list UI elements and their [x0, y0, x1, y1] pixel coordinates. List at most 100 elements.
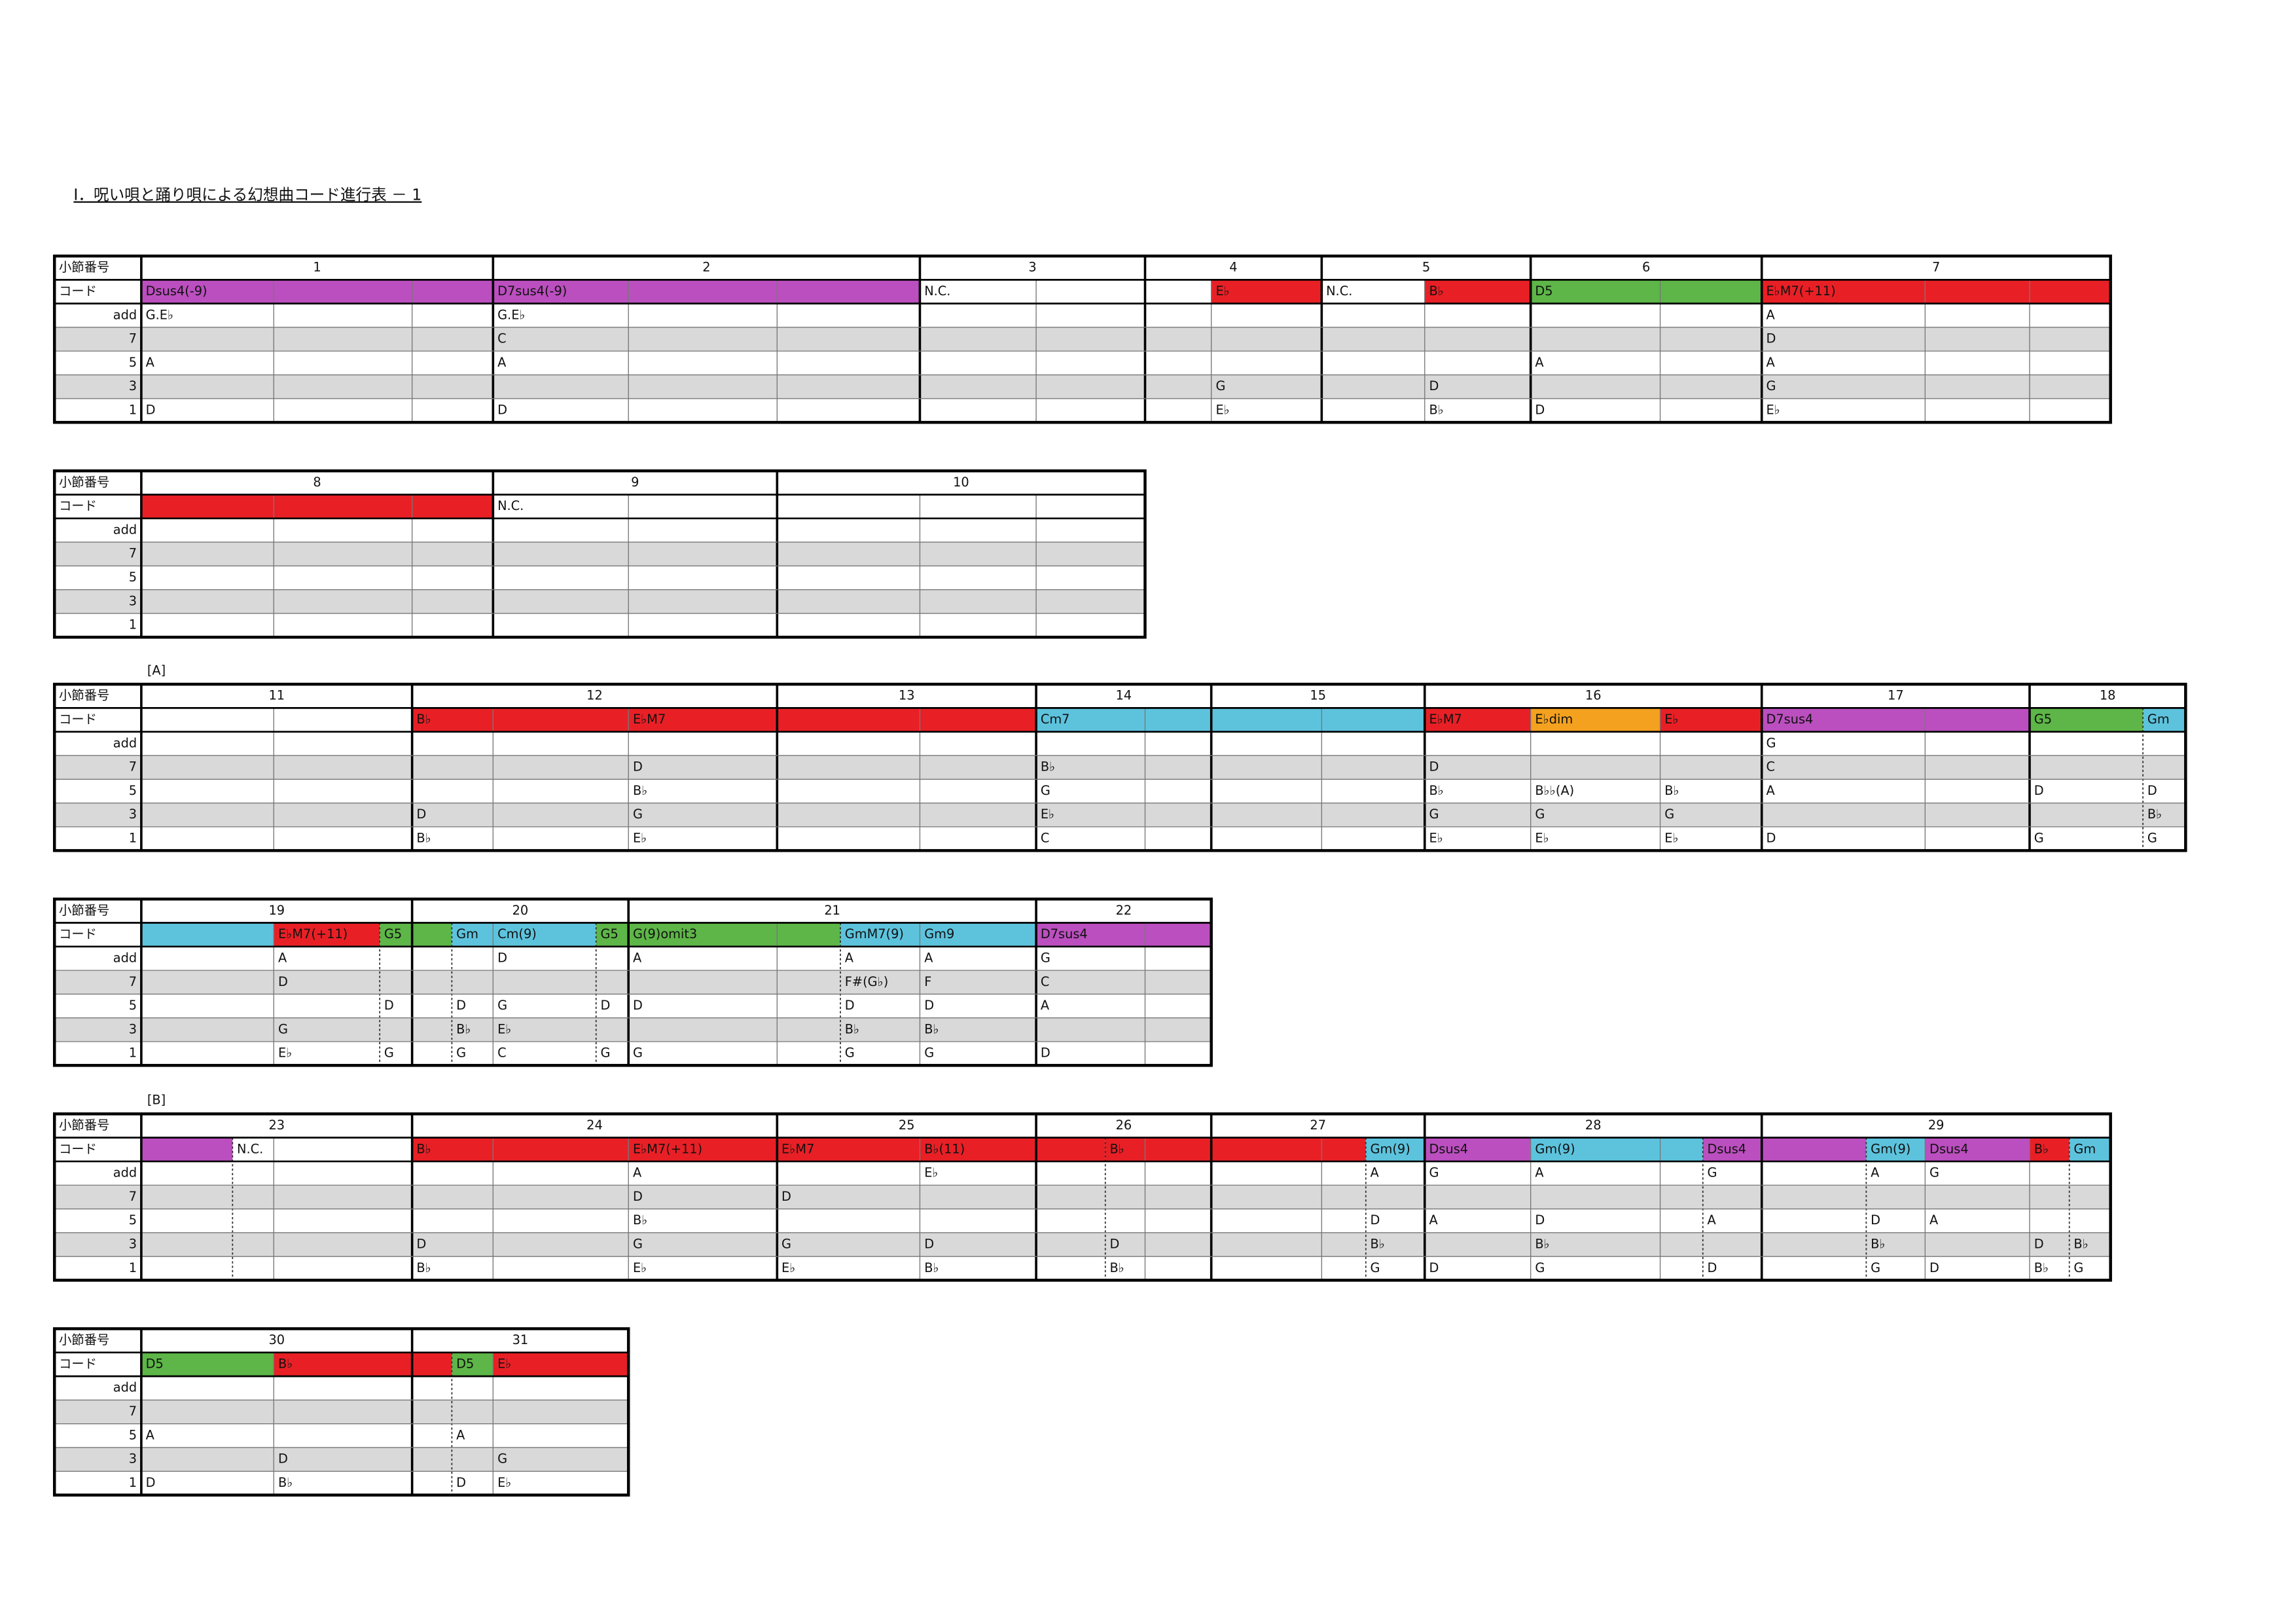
chord-name: Gm9 — [924, 926, 954, 941]
note: G — [924, 1046, 934, 1061]
note: D — [2034, 1237, 2044, 1252]
row-label: 1 — [129, 831, 137, 846]
row-bg — [54, 1161, 2111, 1186]
chord-name: E♭M7(+11) — [278, 926, 348, 941]
row-bg — [54, 256, 2111, 280]
chord-fill — [777, 922, 841, 947]
note: G — [384, 1046, 394, 1061]
note: A — [1766, 355, 1775, 370]
note: G — [1664, 807, 1674, 822]
row-label: 1 — [129, 1046, 137, 1061]
note: D — [633, 1189, 643, 1204]
note: A — [1371, 1165, 1380, 1180]
chord-name: Dsus4 — [1929, 1141, 1969, 1156]
measure-number: 20 — [512, 903, 529, 918]
note: G — [1429, 807, 1439, 822]
chord-fill — [274, 494, 412, 519]
note: D — [845, 998, 855, 1013]
note: C — [497, 1046, 507, 1061]
measure-number: 29 — [1928, 1118, 1945, 1133]
chord-fill — [1530, 708, 1660, 732]
chord-fill — [1321, 1137, 1366, 1161]
row-label: add — [113, 735, 137, 750]
measure-number: 1 — [313, 260, 321, 275]
chord-name: E♭M7 — [1429, 712, 1462, 727]
chord-fill — [2029, 1137, 2070, 1161]
note: B♭ — [2147, 807, 2162, 822]
note: B♭ — [1110, 1260, 1124, 1275]
measure-number: 12 — [586, 688, 603, 703]
measure-number: 30 — [268, 1332, 285, 1347]
note: E♭ — [278, 1046, 292, 1061]
chord-name: E♭ — [1664, 712, 1678, 727]
note: A — [1766, 783, 1775, 798]
row-label: 小節番号 — [59, 475, 109, 490]
row-bg — [54, 1256, 2111, 1281]
note: D — [1708, 1260, 1717, 1275]
chord-name: D7sus4 — [1766, 712, 1813, 727]
chord-fill — [840, 922, 920, 947]
chord-name: B♭ — [1429, 283, 1444, 299]
row-label: コード — [59, 712, 97, 727]
note: A — [146, 1427, 155, 1442]
note: D — [633, 759, 643, 775]
measure-number: 26 — [1116, 1118, 1132, 1133]
row-label: 7 — [129, 759, 137, 775]
note: G — [1215, 378, 1225, 393]
chord-fill — [1145, 922, 1211, 947]
chord-name: D7sus4(-9) — [497, 283, 567, 299]
chord-name: N.C. — [924, 283, 950, 299]
measure-number: 21 — [824, 903, 840, 918]
note: G — [497, 1451, 507, 1467]
row-bg — [54, 899, 1211, 923]
chord-fill — [596, 922, 629, 947]
note: A — [633, 1165, 642, 1180]
chord-name: D5 — [146, 1356, 164, 1371]
note: E♭ — [633, 831, 647, 846]
row-label: 3 — [129, 807, 137, 822]
chord-name: B♭ — [2034, 1141, 2049, 1156]
chord-fill — [452, 922, 493, 947]
row-bg — [54, 542, 1145, 566]
measure-number: 31 — [512, 1332, 529, 1347]
note: B♭ — [633, 783, 647, 798]
note: E♭ — [924, 1165, 938, 1180]
note: D — [456, 998, 466, 1013]
row-bg — [54, 1017, 1211, 1042]
measure-number: 22 — [1116, 903, 1132, 918]
chord-name: B♭ — [278, 1356, 293, 1371]
chord-fill — [1036, 708, 1145, 732]
note: G — [456, 1046, 466, 1061]
measure-number: 18 — [2100, 688, 2116, 703]
chord-fill — [274, 922, 380, 947]
note: C — [1766, 759, 1775, 775]
chord-fill — [1761, 1137, 1867, 1161]
chord-fill — [412, 1352, 452, 1377]
note: D — [1766, 331, 1776, 346]
row-label: 5 — [129, 783, 137, 798]
chord-fill — [493, 1352, 629, 1377]
chord-name: B♭ — [416, 712, 431, 727]
table-border — [52, 897, 1213, 1067]
chord-fill — [274, 1352, 412, 1377]
row-bg — [54, 1185, 2111, 1209]
note: A — [1429, 1213, 1439, 1228]
row-label: 小節番号 — [59, 1332, 109, 1347]
row-bg — [54, 613, 1145, 638]
row-bg — [54, 1423, 629, 1448]
chord-fill — [628, 1137, 778, 1161]
row-label: コード — [59, 1356, 97, 1371]
chord-fill — [1702, 1137, 1762, 1161]
row-bg — [54, 374, 2111, 399]
note: A — [1766, 307, 1775, 322]
chord-name: G5 — [600, 926, 618, 941]
note: D — [146, 1475, 156, 1490]
note: E♭ — [1429, 831, 1443, 846]
row-label: コード — [59, 498, 97, 513]
chord-name: D5 — [1535, 283, 1552, 299]
chord-name: G(9)omit3 — [633, 926, 697, 941]
note: A — [845, 950, 854, 965]
measure-number: 5 — [1422, 260, 1430, 275]
note: G — [497, 998, 507, 1013]
chord-fill — [141, 494, 274, 519]
